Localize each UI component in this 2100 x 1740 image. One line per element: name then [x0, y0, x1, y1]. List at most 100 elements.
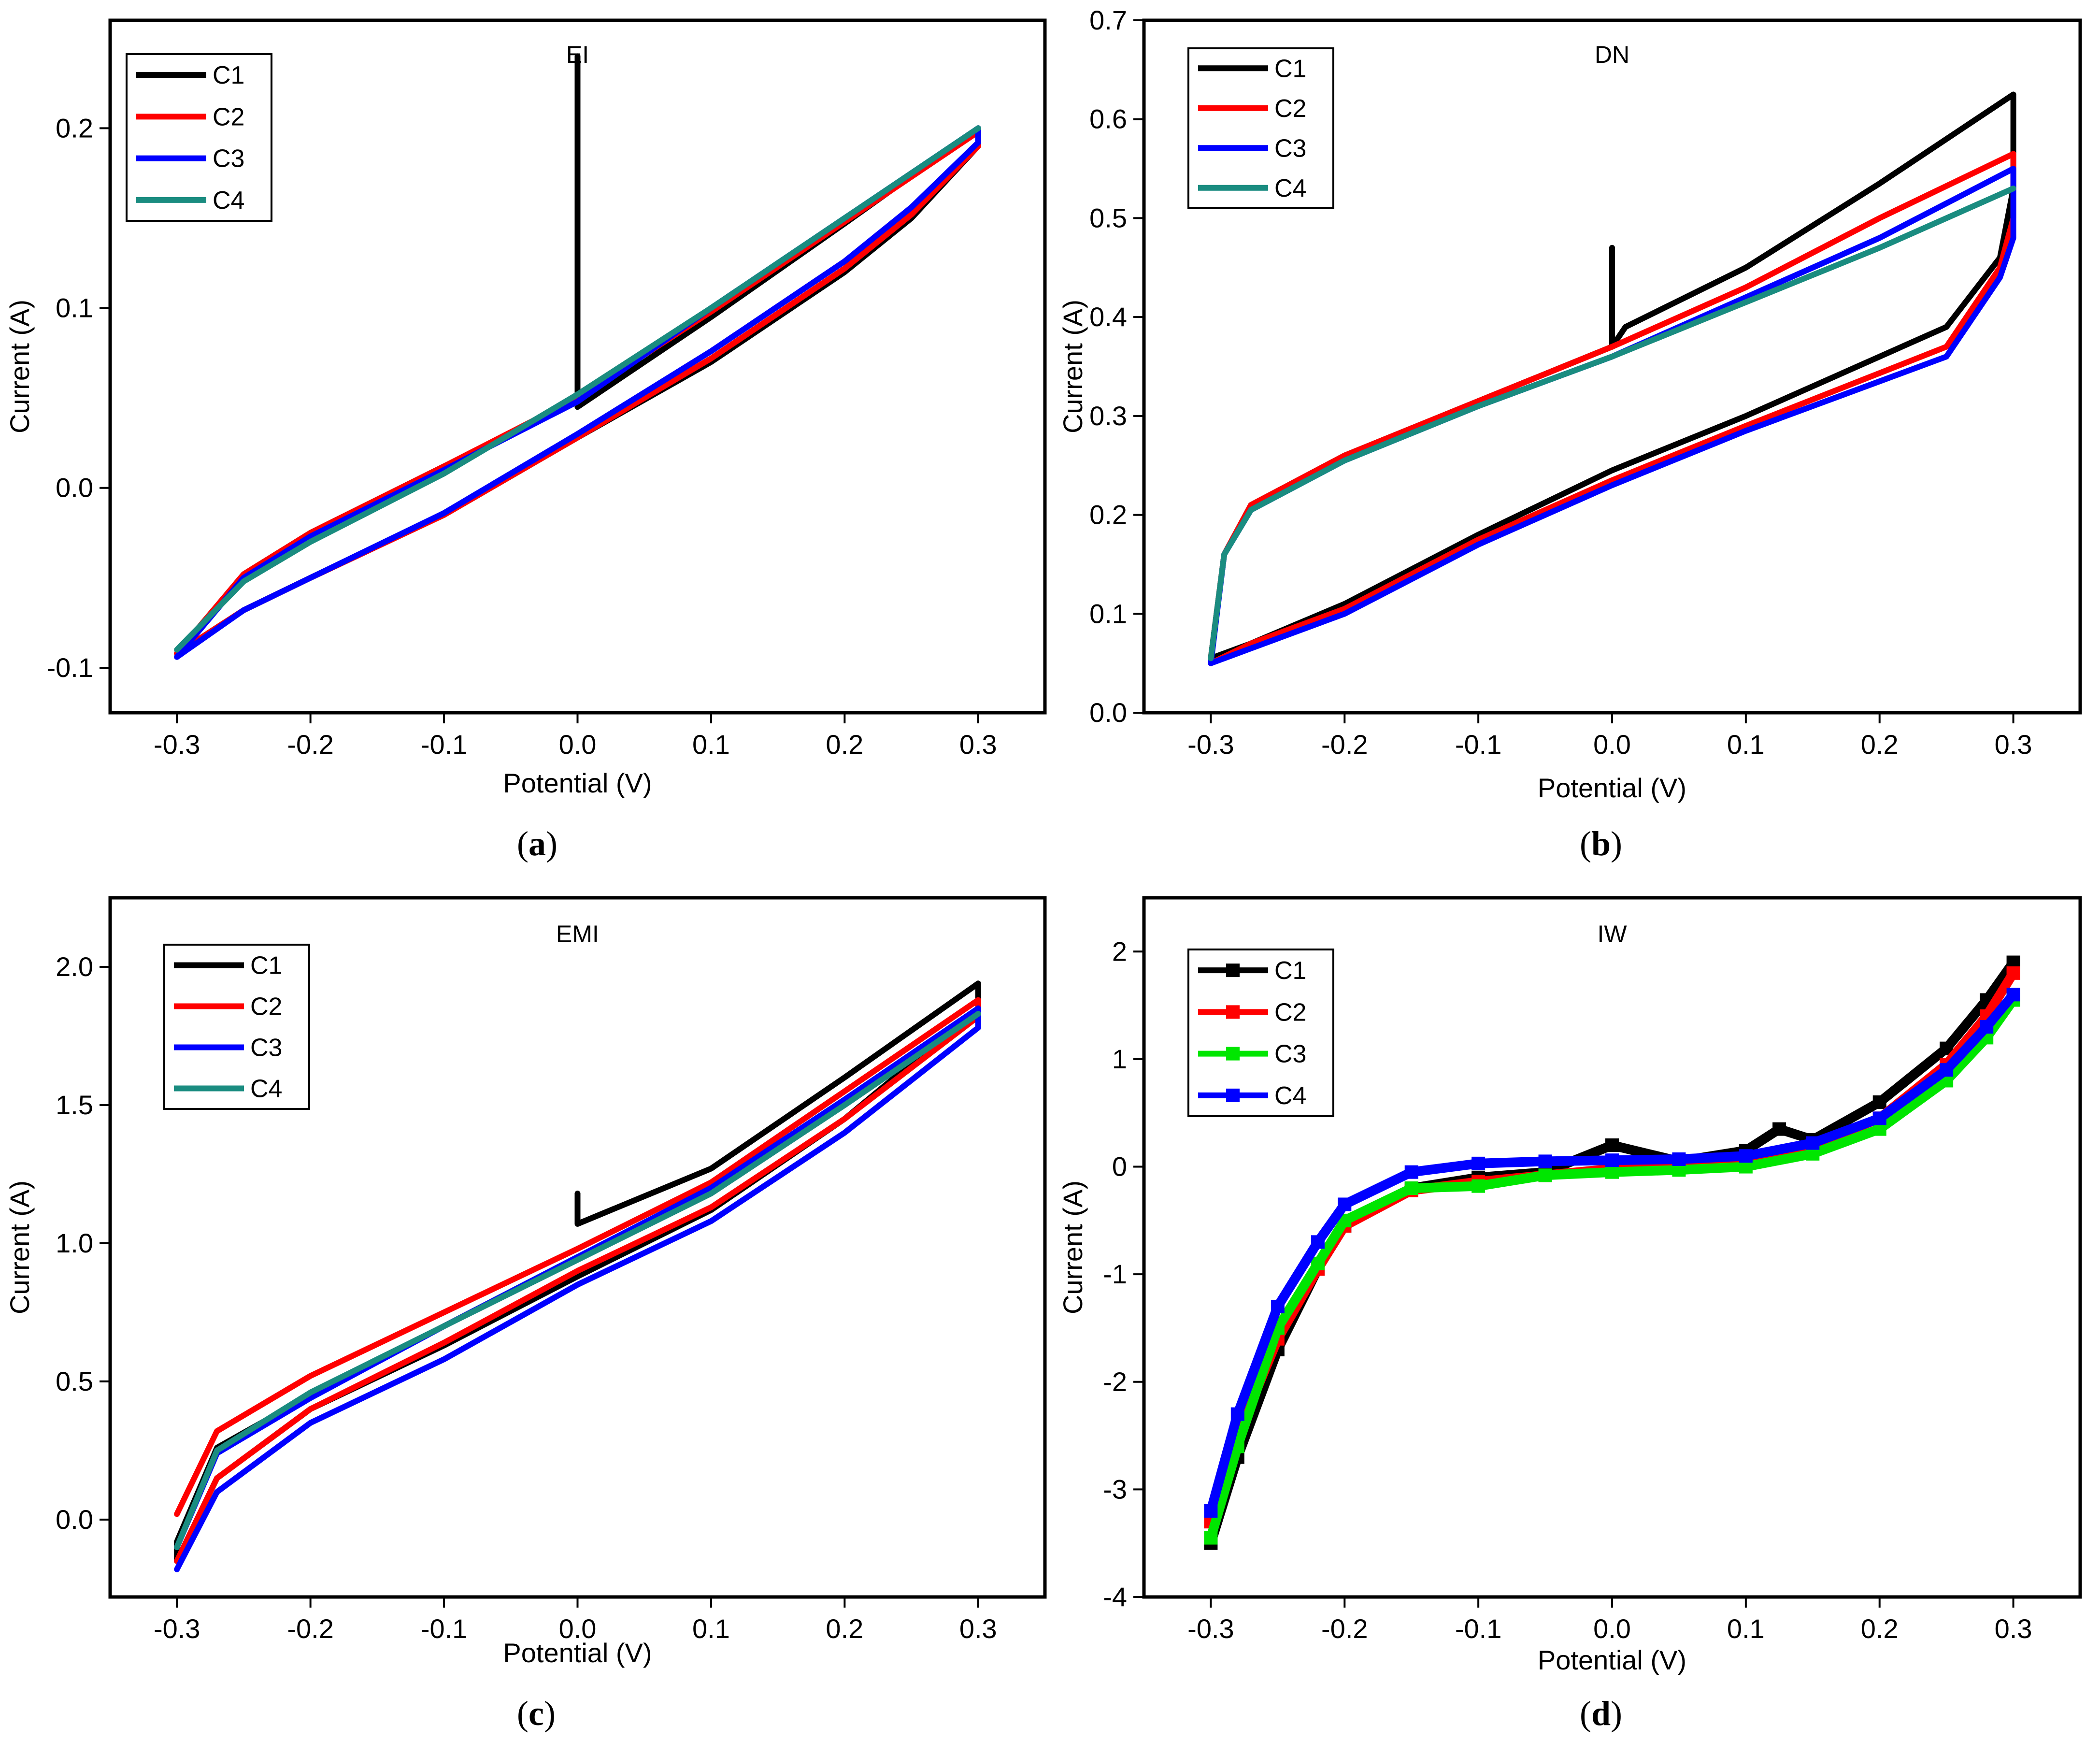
series-group	[174, 980, 981, 1572]
legend: C1 C2 C3 C4	[163, 944, 310, 1110]
series-point-c4	[1230, 1407, 1244, 1421]
y-tick-label: 0.6	[1089, 104, 1127, 134]
series-point-c4	[1338, 1197, 1352, 1211]
y-tick-label: 1.0	[56, 1228, 93, 1258]
x-tick-label: 0.3	[1995, 1613, 2032, 1644]
x-axis-label: Potential (V)	[1538, 1645, 1686, 1675]
legend-label-c2: C2	[1274, 95, 1306, 123]
legend: C1 C2 C3 C4	[1187, 47, 1334, 209]
x-tick-label: -0.1	[1455, 1613, 1502, 1644]
x-tick-label: -0.3	[1187, 1613, 1234, 1644]
x-tick-label: 0.2	[1861, 1613, 1899, 1644]
series-line-c3	[1206, 995, 2018, 1543]
legend-label-c1: C1	[1274, 55, 1306, 83]
y-tick-label: -2	[1103, 1366, 1127, 1397]
series-group	[174, 53, 981, 660]
legend-label-c4: C4	[250, 1075, 282, 1103]
legend-label-c3: C3	[213, 145, 244, 173]
series-point-c4	[1872, 1111, 1886, 1125]
legend: C1 C2 C3 C4	[126, 53, 272, 222]
legend-label-c2: C2	[213, 103, 244, 131]
series-point-c4	[1672, 1152, 1686, 1166]
series-point-c2	[2006, 966, 2020, 980]
legend-label-c4: C4	[1274, 1082, 1306, 1110]
series-point-c4	[1404, 1165, 1418, 1179]
legend-label-c1: C1	[1274, 957, 1306, 985]
panel-caption: (b)	[1580, 824, 1622, 863]
y-tick-label: 0.5	[1089, 202, 1127, 233]
panel-d: -0.3 -0.2 -0.1 0.0 0.1 0.2 0.3 -4 -3 -2 -1 0 1 2 IW Pot…	[1057, 896, 2082, 1733]
series-point-c4	[1940, 1063, 1954, 1077]
y-tick-label: 2.0	[56, 951, 93, 982]
y-tick-label: -4	[1103, 1582, 1127, 1612]
chart-title: IW	[1597, 920, 1627, 948]
series-line-c4	[1206, 990, 2018, 1516]
panel-caption: (a)	[517, 824, 557, 863]
series-line-c1	[174, 53, 981, 657]
series-line-c3	[174, 125, 981, 660]
chart-title: DN	[1595, 41, 1629, 68]
x-tick-label: -0.1	[421, 729, 468, 760]
series-point-c1	[1872, 1095, 1886, 1109]
x-tick-label: -0.1	[1455, 729, 1502, 760]
legend-label-c2: C2	[250, 993, 282, 1021]
y-axis-label: Current (A)	[1057, 1180, 1088, 1314]
legend-label-c2: C2	[1274, 998, 1306, 1026]
x-tick-label: 0.0	[559, 729, 597, 760]
y-axis-label: Current (A)	[4, 300, 35, 433]
y-tick-label: 0.0	[56, 1504, 93, 1535]
series-point-c3	[1204, 1531, 1218, 1545]
y-tick-label: 0.0	[1089, 697, 1127, 728]
y-tick-label: 1.5	[56, 1090, 93, 1120]
panel-a: -0.3 -0.2 -0.1 0.0 0.1 0.2 0.3-0.10.00.10.2EIP…	[4, 18, 1047, 863]
x-tick-label: 0.3	[959, 1613, 997, 1644]
panel-caption: (c)	[517, 1694, 556, 1733]
x-tick-label: 0.2	[826, 1613, 863, 1644]
x-tick-label: -0.2	[287, 1613, 334, 1644]
legend-label-c1: C1	[213, 61, 244, 89]
legend-label-c4: C4	[213, 187, 244, 215]
y-tick-label: -3	[1103, 1474, 1127, 1504]
x-tick-label: -0.2	[1321, 729, 1368, 760]
y-tick-label: 0.0	[56, 473, 93, 503]
x-axis-label: Potential (V)	[1538, 773, 1686, 803]
y-tick-label: 0	[1112, 1151, 1127, 1182]
x-tick-label: 0.3	[1995, 729, 2032, 760]
series-point-c1	[1605, 1138, 1619, 1152]
series-group	[1208, 91, 2016, 666]
panel-c: -0.3 -0.2 -0.1 0.0 0.1 0.2 0.3 0.0 0.5 1.0 1.5 2.0 E…	[4, 896, 1047, 1733]
x-tick-label: 0.0	[559, 1613, 597, 1644]
series-point-c3	[1311, 1256, 1325, 1270]
panel-caption: (d)	[1580, 1694, 1622, 1733]
x-tick-label: 0.1	[1727, 1613, 1765, 1644]
legend-label-c3: C3	[250, 1034, 282, 1062]
x-tick-label: -0.3	[1187, 729, 1234, 760]
y-tick-label: 0.2	[1089, 500, 1127, 530]
y-tick-label: -0.1	[47, 652, 94, 683]
y-tick-label: -1	[1103, 1259, 1127, 1289]
panel-b: -0.3 -0.2 -0.1 0.0 0.1 0.2 0.3 0.0 0.1 0.2 0.3 0.4 0…	[1057, 5, 2082, 863]
legend-marker-c4	[1226, 1088, 1240, 1102]
series-line-c4	[1208, 186, 2016, 661]
y-tick-label: 0.1	[56, 293, 93, 323]
series-point-c4	[1204, 1504, 1218, 1518]
series-point-c1	[1772, 1122, 1786, 1136]
y-tick-label: 0.3	[1089, 401, 1127, 431]
y-tick-label: 0.2	[56, 113, 93, 143]
y-tick-label: 0.5	[56, 1366, 93, 1396]
x-tick-label: 0.1	[692, 1613, 730, 1644]
x-tick-label: -0.2	[287, 729, 334, 760]
series-line-c4	[174, 1011, 981, 1551]
x-tick-label: 0.0	[1593, 1613, 1631, 1644]
series-point-c3	[1404, 1181, 1418, 1195]
series-point-c4	[1471, 1156, 1486, 1170]
x-tick-label: 0.1	[1727, 729, 1765, 760]
legend-marker-c2	[1226, 1005, 1240, 1019]
legend-label-c3: C3	[1274, 134, 1306, 162]
legend-box	[1187, 47, 1334, 209]
series-point-c3	[1605, 1165, 1619, 1179]
series-point-c3	[1538, 1168, 1552, 1182]
series-point-c4	[1271, 1299, 1285, 1313]
x-tick-label: 0.1	[692, 729, 730, 760]
